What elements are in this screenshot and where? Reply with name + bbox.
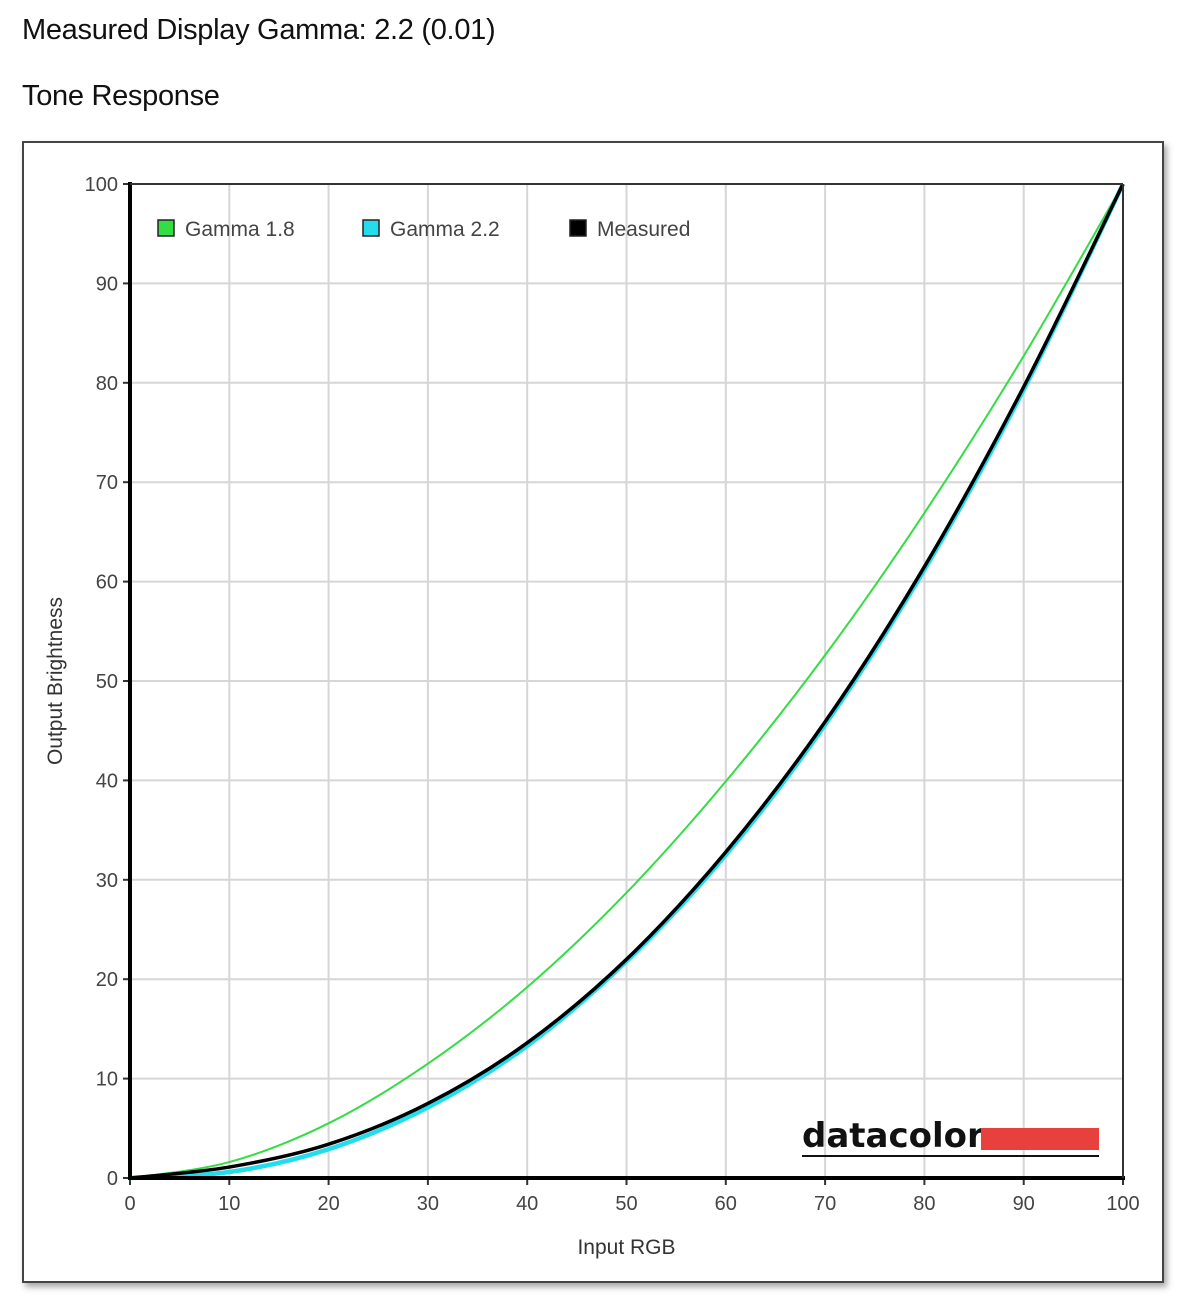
series-line-gamma-1-8 [129, 183, 1124, 1179]
y-tick-label: 70 [96, 472, 118, 494]
logo-accent-bar [981, 1128, 1099, 1150]
legend-label: Gamma 1.8 [185, 218, 295, 241]
x-tick-label: 10 [218, 1193, 240, 1215]
grid [130, 183, 1124, 1178]
datacolor-logo: datacolor [802, 1116, 1099, 1157]
legend-label: Measured [597, 218, 690, 241]
y-axis-label: Output Brightness [44, 597, 67, 765]
x-tick-label: 80 [913, 1193, 935, 1215]
y-tick-label: 40 [96, 770, 118, 792]
y-tick-label: 60 [96, 572, 118, 594]
x-tick-label: 50 [615, 1193, 637, 1215]
measured-gamma-heading: Measured Display Gamma: 2.2 (0.01) [22, 14, 496, 46]
x-tick-label: 0 [124, 1193, 135, 1215]
x-tick-label: 40 [516, 1193, 538, 1215]
x-tick-label: 100 [1106, 1193, 1139, 1215]
axes [128, 182, 1125, 1180]
legend-label: Gamma 2.2 [390, 218, 500, 241]
x-tick-label: 90 [1013, 1193, 1035, 1215]
series-line-measured [129, 183, 1125, 1180]
y-tick-label: 90 [96, 273, 118, 295]
series-lines [129, 183, 1126, 1181]
y-tick-label: 20 [96, 969, 118, 991]
y-tick-label: 0 [107, 1168, 118, 1190]
legend-swatch [157, 219, 175, 237]
chart-canvas: 0 10 20 30 40 50 60 70 80 90 100 0 10 20 30 40 50 60 70 80 9… [44, 174, 1140, 1259]
x-tick-label: 70 [814, 1193, 836, 1215]
x-tick-label: 30 [417, 1193, 439, 1215]
legend-swatch [362, 219, 380, 237]
y-tick-label: 30 [96, 870, 118, 892]
x-tick-label: 20 [317, 1193, 339, 1215]
y-tick-label: 80 [96, 373, 118, 395]
axis-ticks: 0 10 20 30 40 50 60 70 80 90 100 0 10 20 30 40 50 60 70 80 9… [85, 174, 1140, 1215]
tone-response-chart: 0 10 20 30 40 50 60 70 80 90 100 0 10 20 30 40 50 60 70 80 9… [22, 141, 1164, 1283]
logo-text: datacolor [802, 1116, 984, 1156]
x-tick-label: 60 [715, 1193, 737, 1215]
y-tick-label: 10 [96, 1069, 118, 1091]
legend: Gamma 1.8 Gamma 2.2 Measured [157, 218, 690, 241]
legend-swatch [569, 219, 587, 237]
y-tick-label: 100 [85, 174, 118, 196]
tone-response-heading: Tone Response [22, 80, 220, 112]
x-axis-label: Input RGB [577, 1236, 675, 1259]
y-tick-label: 50 [96, 671, 118, 693]
